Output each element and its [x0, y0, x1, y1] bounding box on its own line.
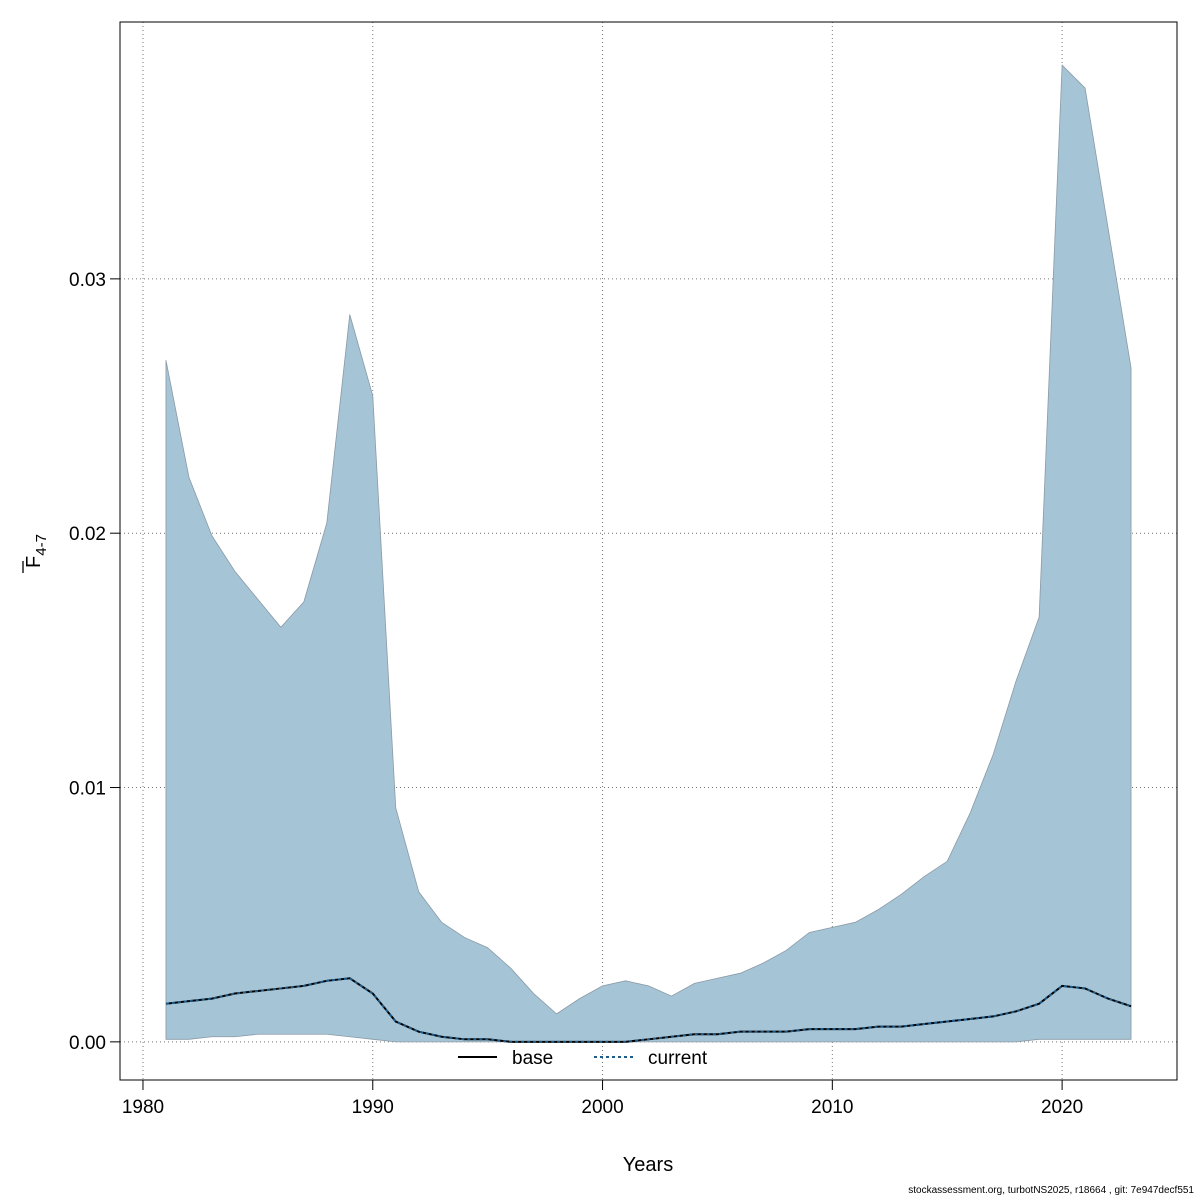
y-tick-label-0: 0.00: [69, 1033, 106, 1054]
y-axis-title-main: F: [23, 556, 45, 568]
confidence-band: [165, 64, 1132, 1043]
legend: base current: [458, 1048, 708, 1069]
x-axis-title: Years: [623, 1154, 673, 1176]
y-axis-title-subscript: 4-7: [33, 534, 50, 556]
legend-current-label: current: [648, 1048, 708, 1069]
band-area: [165, 64, 1132, 1043]
series-lines: [165, 977, 1132, 1043]
x-tick-label-2: 2000: [581, 1097, 623, 1118]
svg-text:F4-7: F4-7: [23, 534, 50, 568]
y-tick-label-3: 0.03: [69, 270, 106, 291]
series-line-current: [165, 977, 1132, 1043]
y-tick-label-1: 0.01: [69, 779, 106, 800]
x-tick-label-0: 1980: [122, 1097, 164, 1118]
legend-base-label: base: [512, 1048, 553, 1069]
x-tick-label-4: 2020: [1041, 1097, 1083, 1118]
x-tick-label-3: 2010: [811, 1097, 853, 1118]
x-axis: 1980 1990 2000 2010 2020: [122, 1079, 1083, 1118]
y-axis: 0.00 0.01 0.02 0.03: [69, 270, 121, 1054]
x-tick-label-1: 1990: [352, 1097, 394, 1118]
footer-note: stockassessment.org, turbotNS2025, r1866…: [908, 1185, 1194, 1196]
y-tick-label-2: 0.02: [69, 524, 106, 545]
y-axis-title: F4-7: [22, 534, 50, 573]
